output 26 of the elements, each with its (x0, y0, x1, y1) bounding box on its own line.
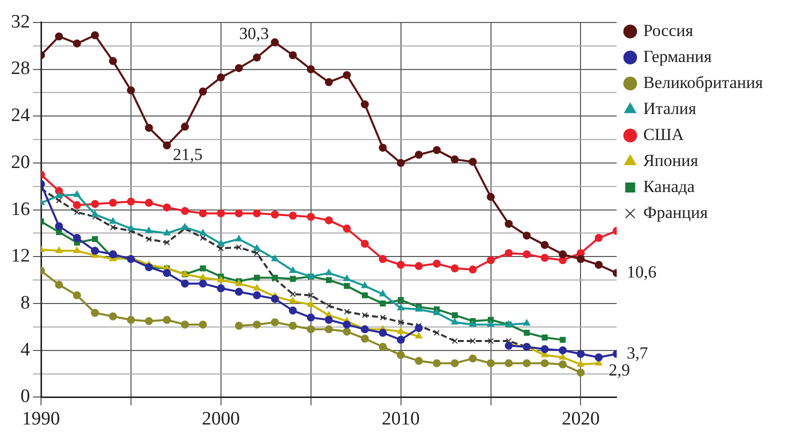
legend-label: Италия (643, 98, 696, 118)
y-tick-label: 8 (20, 292, 30, 314)
legend-label: Великобритания (643, 72, 764, 92)
x-tick-label: 1990 (22, 408, 60, 430)
y-tick-label: 16 (11, 198, 30, 220)
x-tick-label: 2000 (202, 408, 240, 430)
legend-label: Германия (643, 46, 712, 66)
annotation: 2,9 (608, 360, 630, 380)
annotation: 30,3 (239, 24, 269, 43)
y-tick-label: 4 (20, 339, 30, 360)
legend-label: США (643, 124, 685, 144)
y-tick-label: 12 (11, 246, 30, 267)
legend-label: Франция (643, 202, 708, 222)
x-tick-label: 2010 (382, 408, 420, 430)
annotation: 21,5 (172, 144, 203, 164)
x-tick-label: 2020 (562, 408, 600, 430)
y-tick-label: 20 (11, 152, 30, 173)
legend-label: Канада (643, 176, 696, 196)
legend-label: Россия (643, 20, 694, 40)
y-tick-label: 24 (11, 105, 30, 126)
y-tick-label: 32 (11, 11, 30, 32)
annotation: 3,7 (626, 343, 648, 362)
y-tick-label: 28 (11, 58, 30, 80)
legend-label: Япония (643, 150, 698, 170)
y-tick-label: 0 (20, 386, 30, 408)
annotation: 10,6 (626, 262, 656, 282)
